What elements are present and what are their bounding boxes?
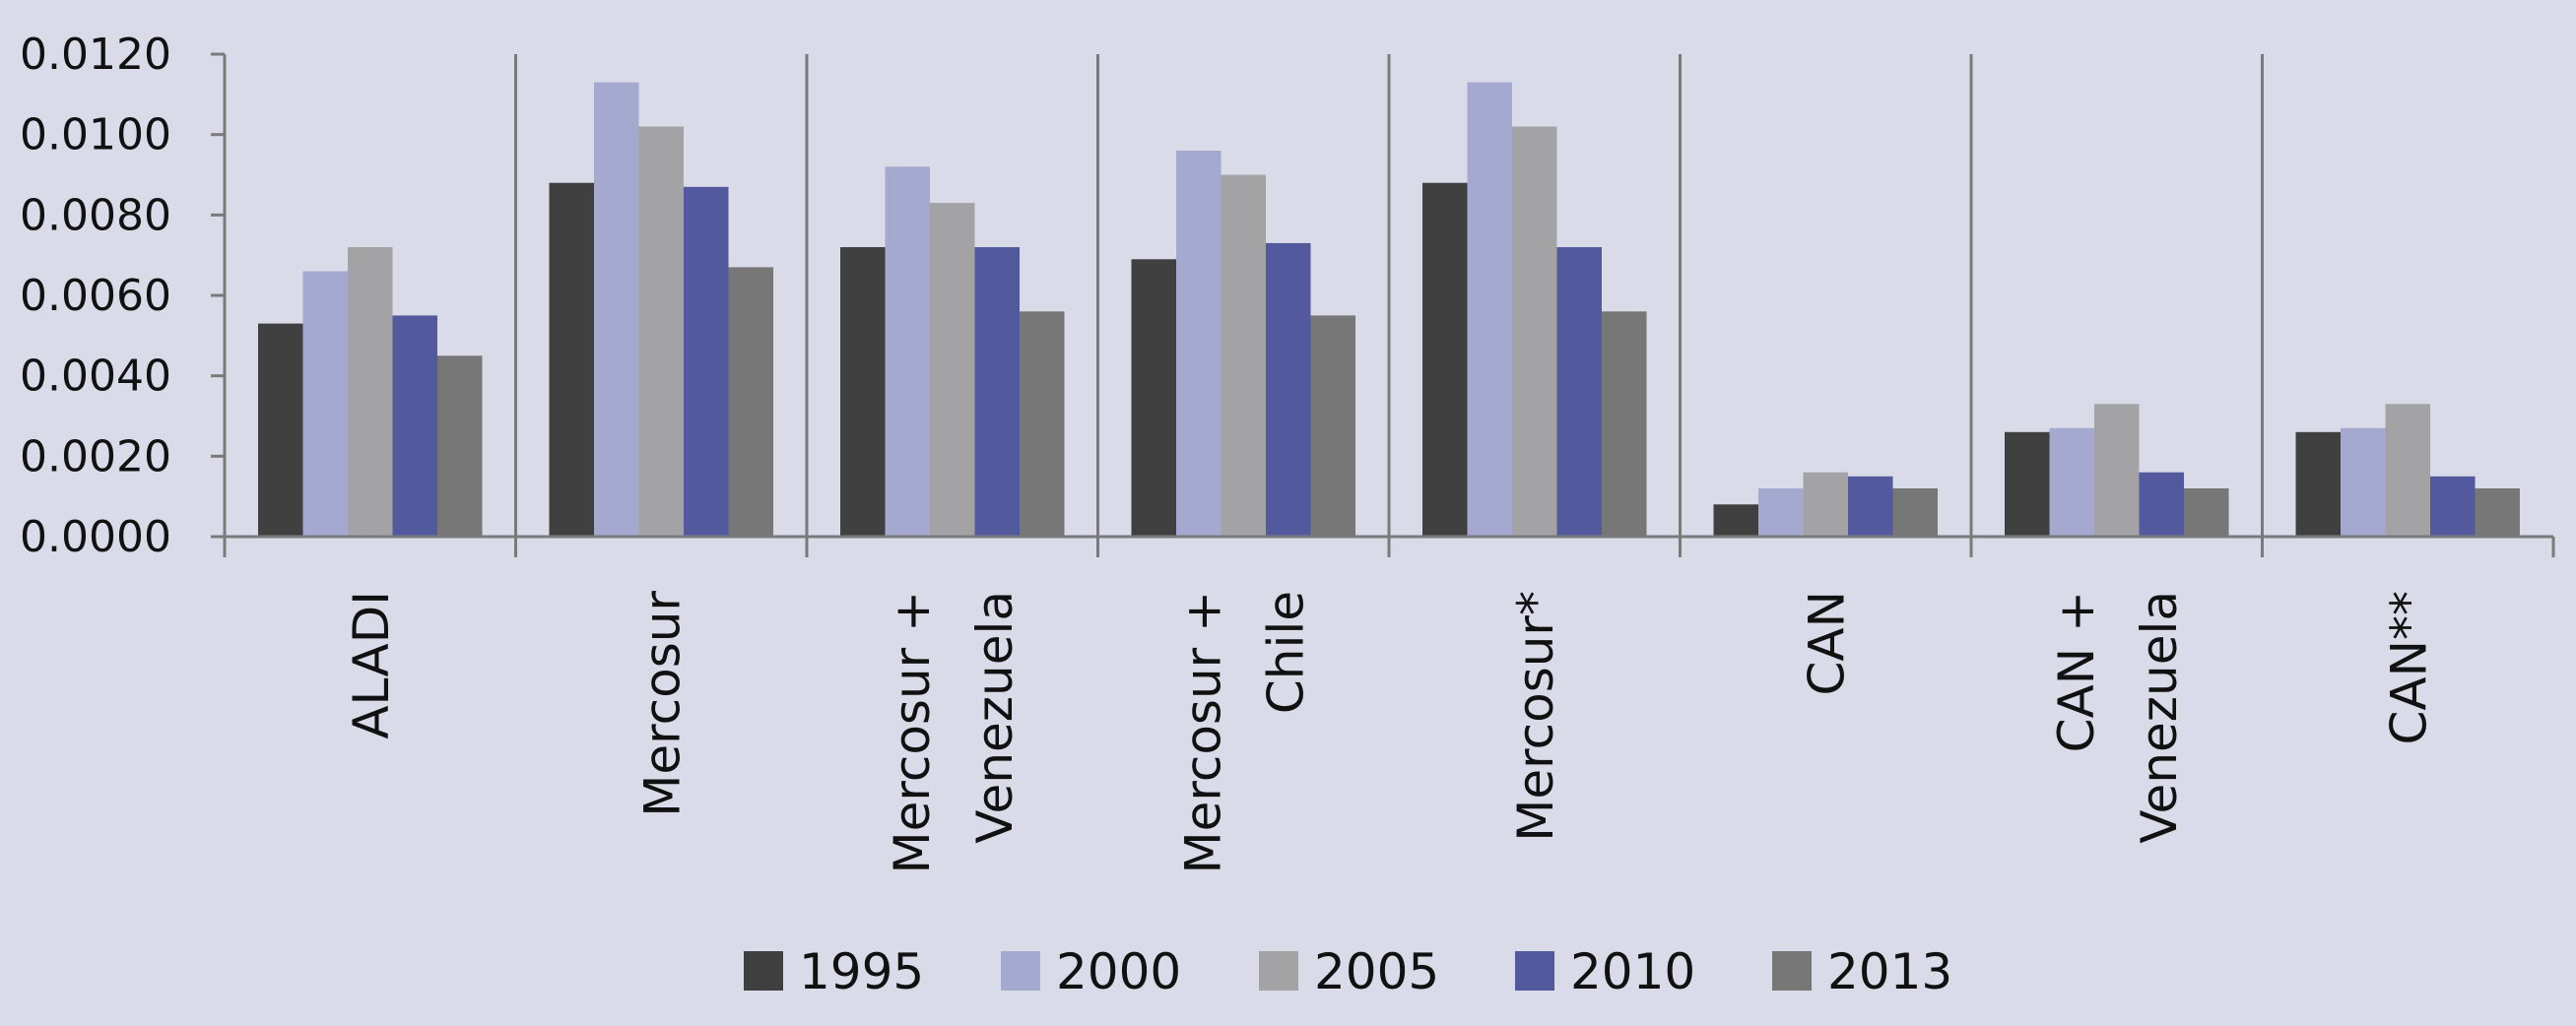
category-label: CAN +	[2048, 591, 2105, 752]
legend-label-1995: 1995	[799, 943, 924, 1000]
bar-2010-2	[974, 247, 1020, 537]
bar-2005-6	[2094, 404, 2140, 538]
legend-label-2000: 2000	[1056, 943, 1181, 1000]
legend-label-2010: 2010	[1570, 943, 1695, 1000]
y-tick-label: 0.0060	[20, 271, 171, 321]
bar-2005-3	[1221, 174, 1266, 537]
bar-2013-1	[728, 267, 773, 537]
bar-1995-1	[549, 182, 594, 537]
category-label: CAN**	[2380, 591, 2437, 745]
bar-2005-2	[930, 203, 975, 537]
y-tick-label: 0.0040	[20, 352, 171, 402]
legend-label-2005: 2005	[1314, 943, 1439, 1000]
bar-2000-7	[2341, 427, 2386, 538]
bar-2000-0	[302, 271, 348, 537]
y-tick-label: 0.0080	[20, 190, 171, 240]
bar-1995-7	[2295, 431, 2341, 537]
legend-swatch-2010	[1515, 951, 1554, 991]
y-tick-label: 0.0020	[20, 431, 171, 481]
legend-swatch-1995	[744, 951, 783, 991]
bar-2010-4	[1556, 247, 1602, 537]
category-label: Mercosur +	[1174, 591, 1231, 874]
category-labels: ALADI Mercosur Mercosur + Venezuela Mercosur…	[343, 591, 2438, 874]
category-label: Chile	[1257, 591, 1314, 714]
legend: 1995 2000 2005 2010 2013	[744, 943, 1952, 1000]
legend-swatch-2005	[1259, 951, 1298, 991]
bar-2000-6	[2049, 427, 2094, 538]
legend-swatch-2000	[1001, 951, 1040, 991]
bar-2000-2	[885, 166, 930, 538]
bar-2013-4	[1602, 311, 1647, 537]
bar-2005-4	[1512, 126, 1557, 537]
y-tick-label: 0.0120	[20, 30, 171, 80]
legend-swatch-2013	[1772, 951, 1812, 991]
category-label: ALADI	[343, 591, 400, 739]
bar-1995-5	[1713, 504, 1758, 537]
bar-2010-1	[684, 186, 729, 538]
y-tick-labels: 0.0000 0.0020 0.0040 0.0060 0.0080 0.0100 0.01…	[20, 30, 171, 562]
bar-1995-3	[1131, 259, 1176, 538]
bar-2013-2	[1020, 311, 1065, 537]
bar-2005-0	[348, 247, 393, 537]
axes	[211, 52, 2555, 557]
bar-2000-4	[1467, 82, 1512, 537]
bar-2010-5	[1848, 476, 1893, 538]
bar-2005-5	[1803, 472, 1848, 537]
bar-2010-6	[2139, 472, 2184, 537]
bar-2013-0	[437, 355, 483, 538]
bar-2013-7	[2475, 488, 2520, 537]
bar-2005-1	[638, 126, 684, 537]
category-label: Mercosur	[633, 591, 691, 817]
bar-2013-3	[1310, 315, 1355, 537]
category-label: CAN	[1798, 591, 1855, 696]
bar-2013-6	[2184, 488, 2229, 537]
y-tick-label: 0.0000	[20, 512, 171, 562]
bar-2000-5	[1758, 488, 1804, 537]
bar-2000-1	[594, 82, 639, 537]
bar-2010-0	[392, 315, 437, 537]
bar-1995-6	[2005, 431, 2050, 537]
bar-1995-0	[258, 323, 303, 537]
bar-2005-7	[2385, 404, 2430, 538]
bars	[258, 82, 2520, 538]
y-tick-label: 0.0100	[20, 110, 171, 160]
bar-2013-5	[1892, 488, 1938, 537]
bar-2010-3	[1266, 242, 1311, 537]
category-label: Mercosur +	[884, 591, 941, 874]
bar-2000-3	[1176, 151, 1222, 537]
bar-1995-2	[840, 247, 886, 537]
bar-2010-7	[2430, 476, 2476, 538]
category-label: Venezuela	[2131, 591, 2188, 844]
legend-label-2013: 2013	[1827, 943, 1952, 1000]
category-label: Mercosur*	[1507, 591, 1564, 842]
category-label: Venezuela	[966, 591, 1024, 844]
bar-1995-4	[1422, 182, 1468, 537]
